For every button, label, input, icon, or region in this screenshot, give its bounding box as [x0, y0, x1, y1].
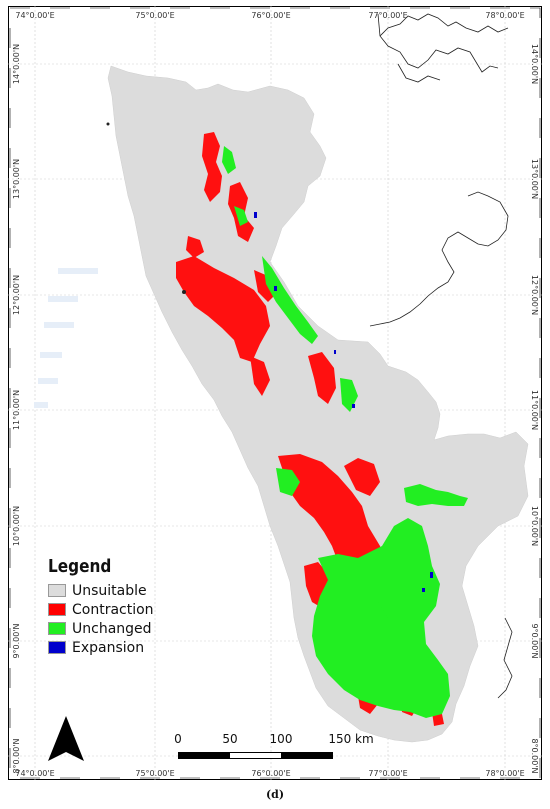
state-boundaries [369, 13, 513, 699]
lon-labels-bottom: 74°0.00'E 75°0.00'E 76°0.00'E 77°0.00'E … [15, 769, 524, 778]
scale-tick-label: 150 km [328, 732, 374, 746]
lat-label: 10°0.00'N [530, 506, 539, 546]
scale-tick-label: 100 [269, 732, 293, 746]
lat-label: 9°0.00'N [12, 623, 21, 658]
map-canvas: 74°0.00'E 75°0.00'E 76°0.00'E 77°0.00'E … [8, 6, 542, 780]
lat-label: 13°0.00'N [12, 159, 21, 199]
legend-item-unchanged: Unchanged [48, 619, 178, 638]
lon-labels-top: 74°0.00'E 75°0.00'E 76°0.00'E 77°0.00'E … [15, 11, 524, 20]
lat-label: 12°0.00'N [12, 275, 21, 315]
legend-label: Unchanged [72, 620, 152, 637]
lat-label: 8°0.00'N [530, 738, 539, 773]
unchanged-patches [222, 146, 468, 718]
lat-label: 8°0.00'N [12, 738, 21, 773]
legend-label: Expansion [72, 639, 145, 656]
lat-label: 12°0.00'N [530, 275, 539, 315]
scale-tick-label: 50 [222, 732, 238, 746]
legend-title: Legend [48, 556, 112, 577]
lat-label: 14°0.00'N [530, 44, 539, 84]
lat-label: 14°0.00'N [12, 44, 21, 84]
legend-label: Unsuitable [72, 582, 147, 599]
legend-label: Contraction [72, 601, 154, 618]
scale-tick-label: 0 [174, 732, 182, 746]
lon-label: 75°0.00'E [135, 11, 174, 20]
lon-label: 75°0.00'E [135, 769, 174, 778]
lon-label: 76°0.00'E [251, 11, 290, 20]
lon-label: 77°0.00'E [368, 769, 407, 778]
lat-label: 13°0.00'N [530, 159, 539, 199]
legend-item-unsuitable: Unsuitable [48, 581, 178, 600]
legend-swatch [48, 622, 66, 635]
lat-label: 11°0.00'N [530, 390, 539, 430]
north-arrow-icon [48, 716, 84, 761]
legend-item-contraction: Contraction [48, 600, 178, 619]
lon-label: 78°0.00'E [485, 769, 524, 778]
legend: Legend Unsuitable Contraction Unchanged … [48, 556, 178, 657]
lat-label: 10°0.00'N [12, 506, 21, 546]
offshore-speckles [34, 268, 98, 408]
lon-label: 74°0.00'E [15, 769, 54, 778]
lat-label: 11°0.00'N [12, 390, 21, 430]
lat-labels-right: 14°0.00'N 13°0.00'N 12°0.00'N 11°0.00'N … [530, 44, 539, 774]
legend-swatch [48, 584, 66, 597]
lon-label: 74°0.00'E [15, 11, 54, 20]
lat-labels-left: 14°0.00'N 13°0.00'N 12°0.00'N 11°0.00'N … [12, 44, 21, 774]
lon-label: 76°0.00'E [251, 769, 290, 778]
legend-swatch [48, 603, 66, 616]
scale-bar: 0 50 100 150 km [173, 732, 374, 762]
scale-bar-graphic [178, 752, 333, 759]
figure-caption: (d) [265, 788, 285, 801]
map-frame: 74°0.00'E 75°0.00'E 76°0.00'E 77°0.00'E … [8, 6, 542, 780]
legend-swatch [48, 641, 66, 654]
lon-label: 77°0.00'E [368, 11, 407, 20]
lat-label: 9°0.00'N [530, 623, 539, 658]
legend-item-expansion: Expansion [48, 638, 178, 657]
lon-label: 78°0.00'E [485, 11, 524, 20]
expansion-patches [254, 212, 433, 592]
